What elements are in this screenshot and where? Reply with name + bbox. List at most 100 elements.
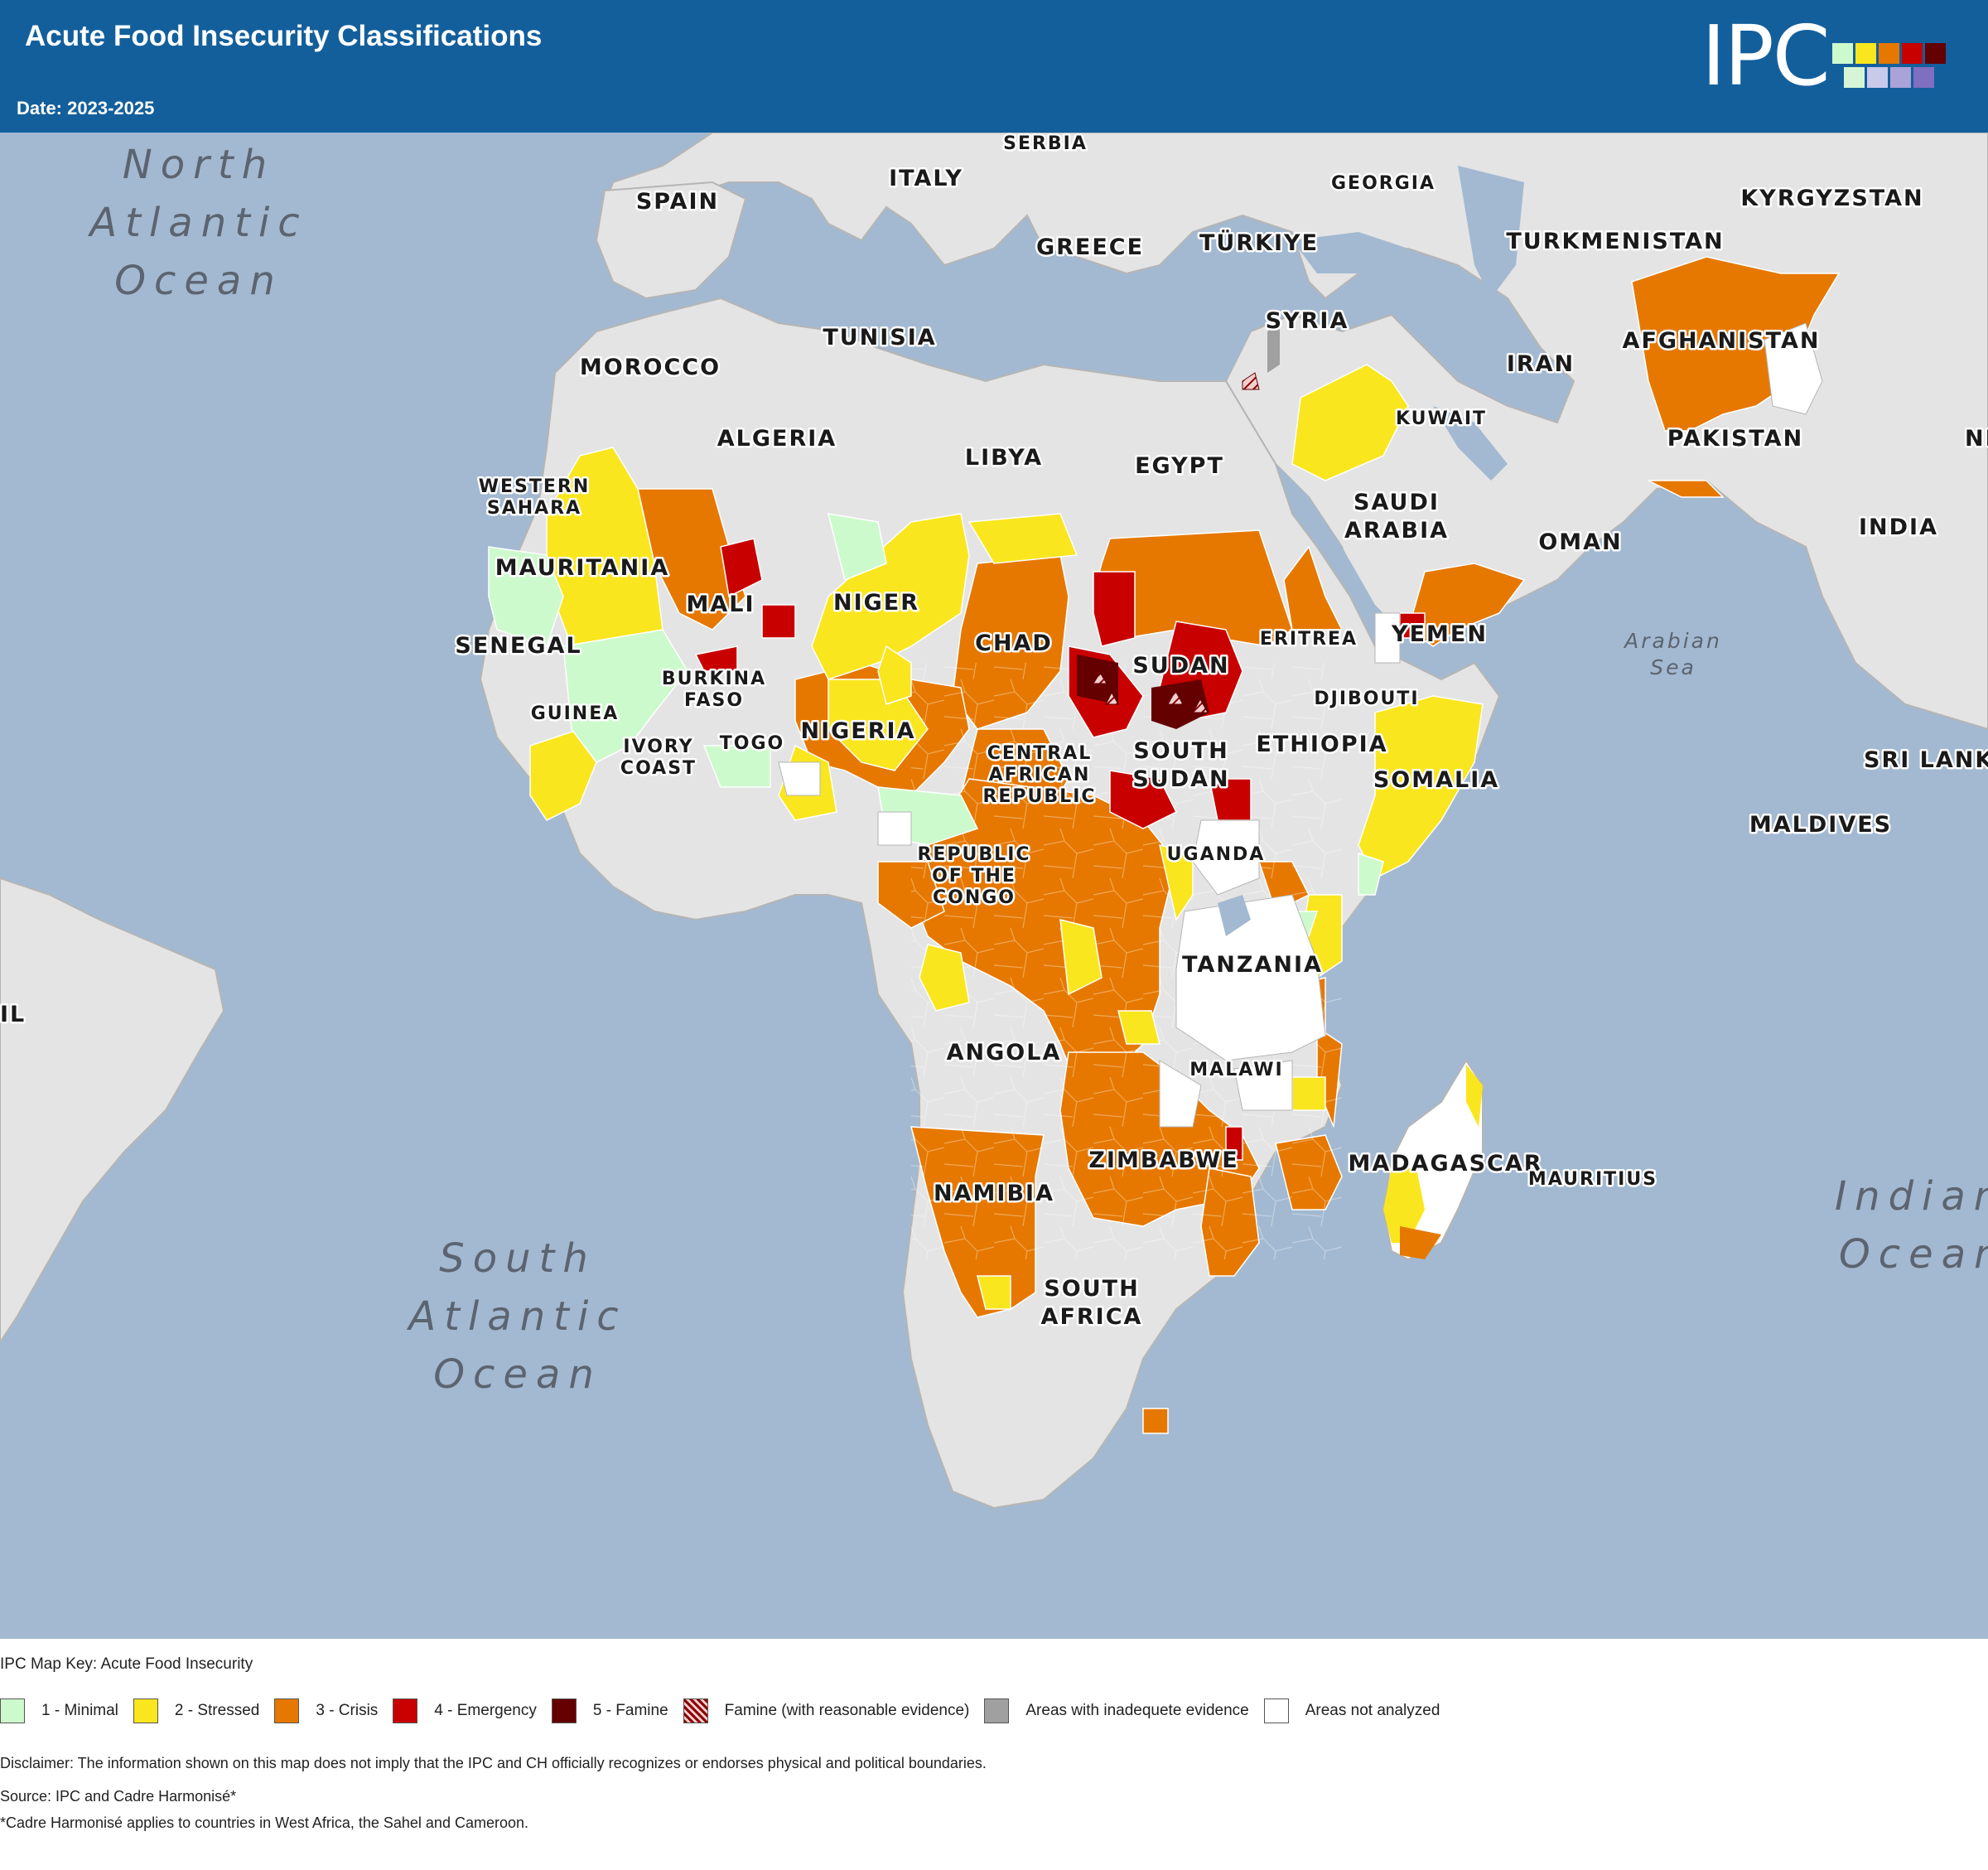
country-label-djibouti: DJIBOUTI (1314, 689, 1419, 709)
legend-title: IPC Map Key: Acute Food Insecurity (0, 1655, 253, 1673)
source-text: Source: IPC and Cadre Harmonisé* (0, 1788, 237, 1805)
country-label-pakistan: PAKISTAN (1667, 426, 1803, 452)
country-label-burkina-faso-1: BURKINA (662, 669, 766, 689)
country-label-maldives: MALDIVES (1749, 812, 1892, 838)
country-label-india: INDIA (1859, 515, 1938, 540)
legend-swatch-not-analyzed (1263, 1698, 1289, 1723)
country-label-south-africa-1: SOUTH (1044, 1276, 1139, 1302)
madagascar-north-phase2 (1466, 1065, 1483, 1127)
food-insecurity-map[interactable]: North Atlantic Ocean South Atlantic Ocea… (0, 133, 1988, 1639)
land-south-america (0, 877, 225, 1344)
legend-swatch-famine-reasonable-evidence (683, 1698, 708, 1723)
country-label-south-sudan-1: SOUTH (1133, 738, 1228, 764)
country-label-guinea: GUINEA (531, 703, 620, 724)
famine-reasonable-evidence-areas (1093, 372, 1260, 713)
country-label-saudi-arabia-2: ARABIA (1344, 518, 1449, 544)
madagascar-phase2 (1383, 1168, 1425, 1243)
ocean-label-north-atlantic-3: Ocean (114, 258, 283, 304)
legend-swatch-stressed (133, 1698, 158, 1723)
country-label-kyrgyzstan: KYRGYZSTAN (1740, 186, 1923, 211)
country-label-spain: SPAIN (636, 189, 719, 215)
phase1-areas (488, 513, 1384, 937)
country-label-turkmenistan: TURKMENISTAN (1506, 229, 1724, 254)
country-label-mauritius: MAURITIUS (1528, 1169, 1657, 1190)
country-label-libya: LIBYA (965, 445, 1043, 471)
country-label-rep-congo-2: OF THE (932, 866, 1016, 887)
country-label-turkiye: TÜRKIYE (1199, 229, 1319, 256)
country-label-syria: SYRIA (1266, 308, 1349, 334)
country-label-angola: ANGOLA (947, 1040, 1062, 1065)
legend-swatch-crisis (274, 1698, 300, 1723)
map-title: Acute Food Insecurity Classifications (25, 20, 543, 52)
legend-item-emergency: 4 - Emergency (393, 1698, 537, 1723)
country-label-malawi: MALAWI (1189, 1060, 1283, 1080)
legend-item-famine-reasonable-evidence: Famine (with reasonable evidence) (683, 1698, 969, 1723)
seas-overlay (712, 166, 1524, 646)
country-label-western-sahara-1: WESTERN (479, 476, 591, 497)
legend-item-minimal: 1 - Minimal (0, 1698, 118, 1723)
ocean-label-north-atlantic-2: Atlantic (87, 200, 307, 246)
country-label-sri-lanka: SRI LANKA (1864, 747, 1988, 773)
country-label-rep-congo-3: CONGO (933, 887, 1016, 908)
country-label-nepal: NEP (1965, 426, 1988, 452)
country-label-madagascar: MADAGASCAR (1348, 1151, 1542, 1177)
country-label-car-2: AFRICAN (989, 765, 1091, 785)
legend-label-inadequate-evidence: Areas with inadequete evidence (1025, 1702, 1249, 1719)
country-label-namibia: NAMIBIA (934, 1181, 1054, 1206)
legend-item-crisis: 3 - Crisis (274, 1698, 378, 1723)
country-label-georgia: GEORGIA (1331, 173, 1436, 194)
phase2-areas (529, 364, 1484, 1310)
country-label-iran: IRAN (1507, 351, 1575, 377)
country-label-niger: NIGER (833, 590, 919, 616)
country-label-south-africa-2: AFRICA (1041, 1304, 1143, 1330)
country-label-yemen: YEMEN (1391, 621, 1488, 647)
legend-swatch-inadequate-evidence (984, 1698, 1010, 1723)
country-label-saudi-arabia-1: SAUDI (1353, 490, 1440, 515)
legend-label-crisis: 3 - Crisis (316, 1702, 379, 1719)
not-analyzed-areas (778, 322, 1823, 1128)
country-label-sudan: SUDAN (1132, 653, 1229, 679)
country-label-serbia: SERBIA (1003, 133, 1088, 154)
country-labels: SERBIA ITALY GEORGIA KYRGYZSTAN SPAIN GR… (0, 133, 1988, 1332)
country-label-kuwait: KUWAIT (1396, 408, 1487, 429)
country-label-oman: OMAN (1538, 529, 1622, 555)
legend-label-not-analyzed: Areas not analyzed (1305, 1702, 1440, 1719)
ocean-label-indian-1: Indian (1835, 1173, 1988, 1220)
country-label-ethiopia: ETHIOPIA (1256, 732, 1387, 757)
country-label-nigeria: NIGERIA (801, 718, 916, 744)
country-label-algeria: ALGERIA (717, 426, 837, 452)
country-label-mali: MALI (686, 592, 755, 617)
country-label-south-sudan-2: SUDAN (1132, 766, 1229, 792)
ocean-label-south-atlantic-1: South (439, 1235, 596, 1282)
legend-item-famine: 5 - Famine (551, 1698, 668, 1723)
legend-item-stressed: 2 - Stressed (133, 1698, 259, 1723)
legend-swatch-famine (551, 1698, 577, 1723)
ocean-label-indian-2: Ocean (1839, 1231, 1988, 1278)
country-label-morocco: MOROCCO (580, 355, 721, 380)
ocean-label-south-atlantic-2: Atlantic (406, 1293, 626, 1340)
header-bar: Acute Food Insecurity Classifications Da… (0, 0, 1988, 133)
country-label-tunisia: TUNISIA (823, 325, 936, 350)
country-label-car-1: CENTRAL (987, 743, 1093, 764)
country-label-ivory-coast-1: IVORY (623, 737, 693, 757)
footnote-text: *Cadre Harmonisé applies to countries in… (0, 1814, 528, 1831)
map-legend: 1 - Minimal 2 - Stressed 3 - Crisis 4 - … (0, 1697, 1455, 1725)
country-label-burkina-faso-2: FASO (684, 690, 744, 711)
country-label-zimbabwe: ZIMBABWE (1088, 1148, 1238, 1173)
country-label-car-3: REPUBLIC (982, 786, 1096, 807)
sea-label-arabian-1: Arabian (1623, 629, 1722, 653)
country-label-rep-congo-1: REPUBLIC (917, 844, 1030, 865)
land-iberia (595, 181, 747, 300)
ocean-label-north-atlantic-1: North (123, 142, 275, 188)
legend-label-stressed: 2 - Stressed (174, 1702, 260, 1719)
country-label-somalia: SOMALIA (1373, 767, 1499, 793)
legend-label-emergency: 4 - Emergency (434, 1702, 537, 1719)
ocean-labels: North Atlantic Ocean South Atlantic Ocea… (87, 142, 1988, 1398)
ocean-label-south-atlantic-3: Ocean (433, 1351, 602, 1398)
country-label-italy: ITALY (889, 166, 963, 191)
country-label-togo: TOGO (720, 733, 784, 754)
ipc-logo-text: IPC (1701, 7, 1831, 104)
legend-label-minimal: 1 - Minimal (41, 1702, 118, 1719)
country-label-greece: GREECE (1036, 234, 1144, 260)
country-label-senegal: SENEGAL (455, 633, 581, 659)
